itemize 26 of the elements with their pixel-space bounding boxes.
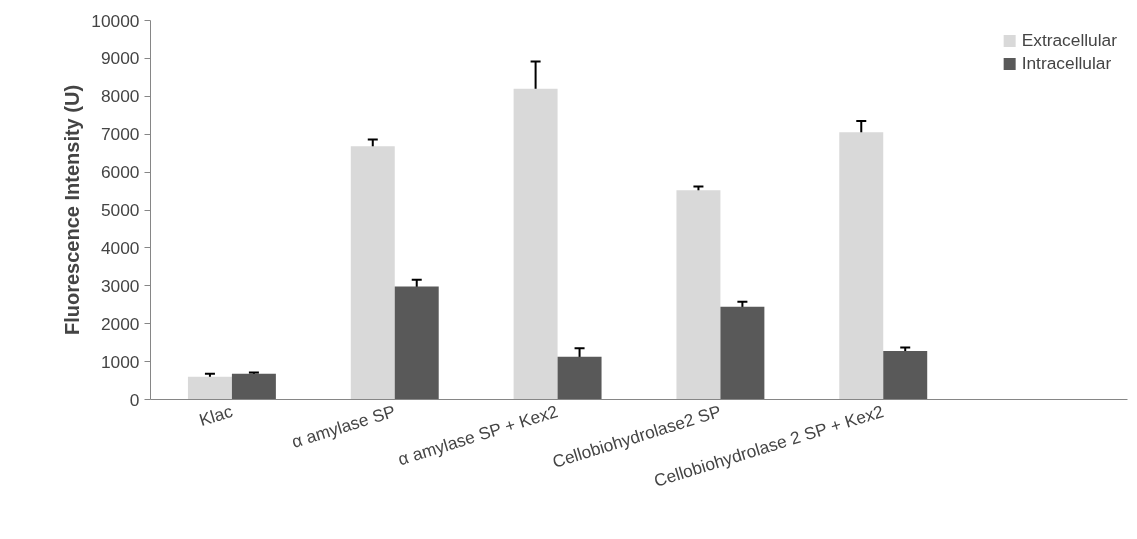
legend-label: Intracellular [1021, 53, 1112, 74]
y-tick-label: 4000 [100, 237, 140, 258]
bar [187, 376, 232, 400]
bar [883, 350, 928, 400]
bar [231, 373, 276, 400]
bar [513, 88, 558, 400]
y-tick-label: 1000 [100, 351, 140, 372]
y-tick-label: 7000 [100, 124, 140, 145]
x-tick-label: α amylase SP [289, 400, 398, 452]
y-axis-title: Fluorescence Intensity (U) [61, 84, 84, 336]
y-tick-label: 0 [129, 389, 140, 410]
y-tick-label: 6000 [100, 162, 140, 183]
y-tick-label: 2000 [100, 313, 140, 334]
y-tick-label: 8000 [100, 86, 140, 107]
y-tick-label: 5000 [100, 200, 140, 220]
bar [350, 146, 395, 400]
bar [720, 306, 765, 400]
x-tick-label: Klac [196, 400, 236, 431]
y-tick-label: 9000 [100, 48, 140, 69]
legend-label: Extracellular [1021, 30, 1117, 51]
bar [676, 190, 721, 400]
bar [839, 132, 884, 400]
bar [557, 356, 602, 400]
y-tick-label: 10000 [91, 10, 140, 31]
y-tick-label: 3000 [100, 275, 140, 296]
bar [394, 286, 439, 400]
